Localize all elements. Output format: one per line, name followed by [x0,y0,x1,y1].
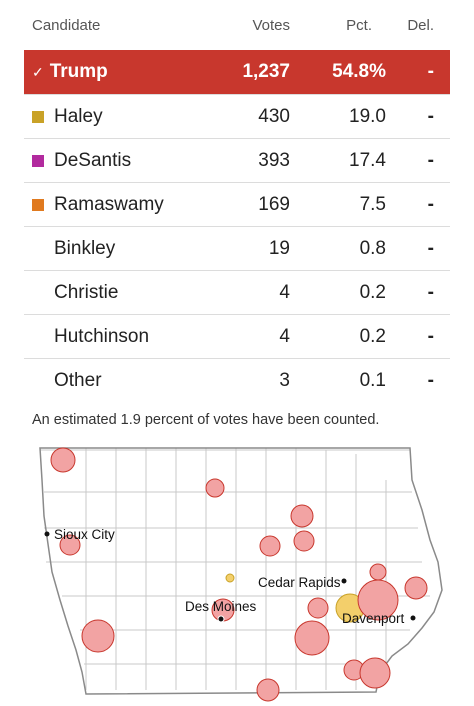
vote-circles [50,447,428,702]
votes-cell: 4 [279,281,290,303]
city-dot-sioux-city [44,531,50,537]
vote-circle [294,620,330,656]
vote-circle [290,504,314,528]
vote-circle [205,478,225,498]
votes-cell: 430 [258,105,290,127]
table-row-winner: ✓ Trump 1,237 54.8% - [24,50,450,94]
del-cell: - [427,61,434,82]
vote-circle [293,530,315,552]
del-cell: - [427,325,434,347]
candidate-name: Haley [54,105,103,127]
candidate-cell: Binkley [24,238,214,260]
vote-circle [256,678,280,702]
city-dot-davenport [410,615,416,621]
counted-note: An estimated 1.9 percent of votes have b… [32,412,380,428]
candidate-name: Hutchinson [54,325,150,347]
candidate-name: Other [54,369,102,391]
candidate-cell: Other [24,370,214,392]
table-row: Binkley 19 0.8 - [24,226,450,270]
vote-circle [50,447,76,473]
iowa-county-map: Sioux City Cedar Rapids Des Moines Daven… [39,447,443,702]
city-dot-cedar-rapids [341,578,347,584]
swatch-spacer [32,287,44,299]
city-label-des-moines: Des Moines [185,599,257,614]
vote-circle [359,657,391,689]
pct-cell: 0.2 [359,281,386,303]
vote-circle [59,534,81,556]
candidate-cell: Hutchinson [24,326,214,348]
candidate-cell: Haley [24,106,214,128]
swatch-spacer [32,331,44,343]
del-cell: - [427,369,434,391]
pct-cell: 0.1 [359,369,386,391]
candidate-name: Trump [49,61,108,82]
vote-circle [357,579,399,621]
swatch-spacer [32,243,44,255]
candidate-cell: Ramaswamy [24,194,214,216]
city-label-davenport: Davenport [342,611,405,626]
header-del: Del. [407,16,434,34]
del-cell: - [427,237,434,259]
results-table: Candidate Votes Pct. Del. ✓ Trump 1,237 … [24,0,450,402]
table-row: DeSantis 393 17.4 - [24,138,450,182]
swatch-spacer [32,375,44,387]
del-cell: - [427,193,434,215]
pct-cell: 19.0 [349,105,386,127]
pct-cell: 17.4 [349,149,386,171]
candidate-cell: ✓ Trump [24,61,214,83]
votes-cell: 4 [279,325,290,347]
city-label-cedar-rapids: Cedar Rapids [258,575,341,590]
pct-cell: 0.2 [359,325,386,347]
pct-cell: 0.8 [359,237,386,259]
vote-circle [81,619,115,653]
table-row: Haley 430 19.0 - [24,94,450,138]
color-swatch [32,198,44,211]
pct-cell: 54.8% [332,61,386,82]
table-header: Candidate Votes Pct. Del. [24,0,450,50]
checkmark-icon: ✓ [32,63,44,80]
votes-cell: 393 [258,149,290,171]
vote-circle [404,576,428,600]
vote-circle [307,597,329,619]
candidate-name: Christie [54,281,119,303]
votes-cell: 169 [258,193,290,215]
candidate-cell: Christie [24,282,214,304]
city-label-sioux-city: Sioux City [54,527,115,542]
votes-cell: 1,237 [242,61,290,82]
color-swatch [32,110,44,123]
header-pct: Pct. [346,16,372,34]
vote-circle [225,573,235,583]
del-cell: - [427,149,434,171]
candidate-name: Ramaswamy [54,193,164,215]
vote-circle [369,563,387,581]
header-votes: Votes [252,16,290,34]
table-row: Hutchinson 4 0.2 - [24,314,450,358]
del-cell: - [427,105,434,127]
candidate-name: DeSantis [54,149,132,171]
votes-cell: 19 [268,237,290,259]
header-candidate: Candidate [32,16,101,34]
color-swatch [32,154,44,167]
votes-cell: 3 [279,369,290,391]
candidate-cell: DeSantis [24,150,214,172]
city-dot-des-moines [217,615,225,623]
table-row: Other 3 0.1 - [24,358,450,402]
del-cell: - [427,281,434,303]
table-row: Christie 4 0.2 - [24,270,450,314]
pct-cell: 7.5 [359,193,386,215]
table-row: Ramaswamy 169 7.5 - [24,182,450,226]
city-markers: Sioux City Cedar Rapids Des Moines Daven… [44,527,416,626]
vote-circle [259,535,281,557]
candidate-name: Binkley [54,237,116,259]
